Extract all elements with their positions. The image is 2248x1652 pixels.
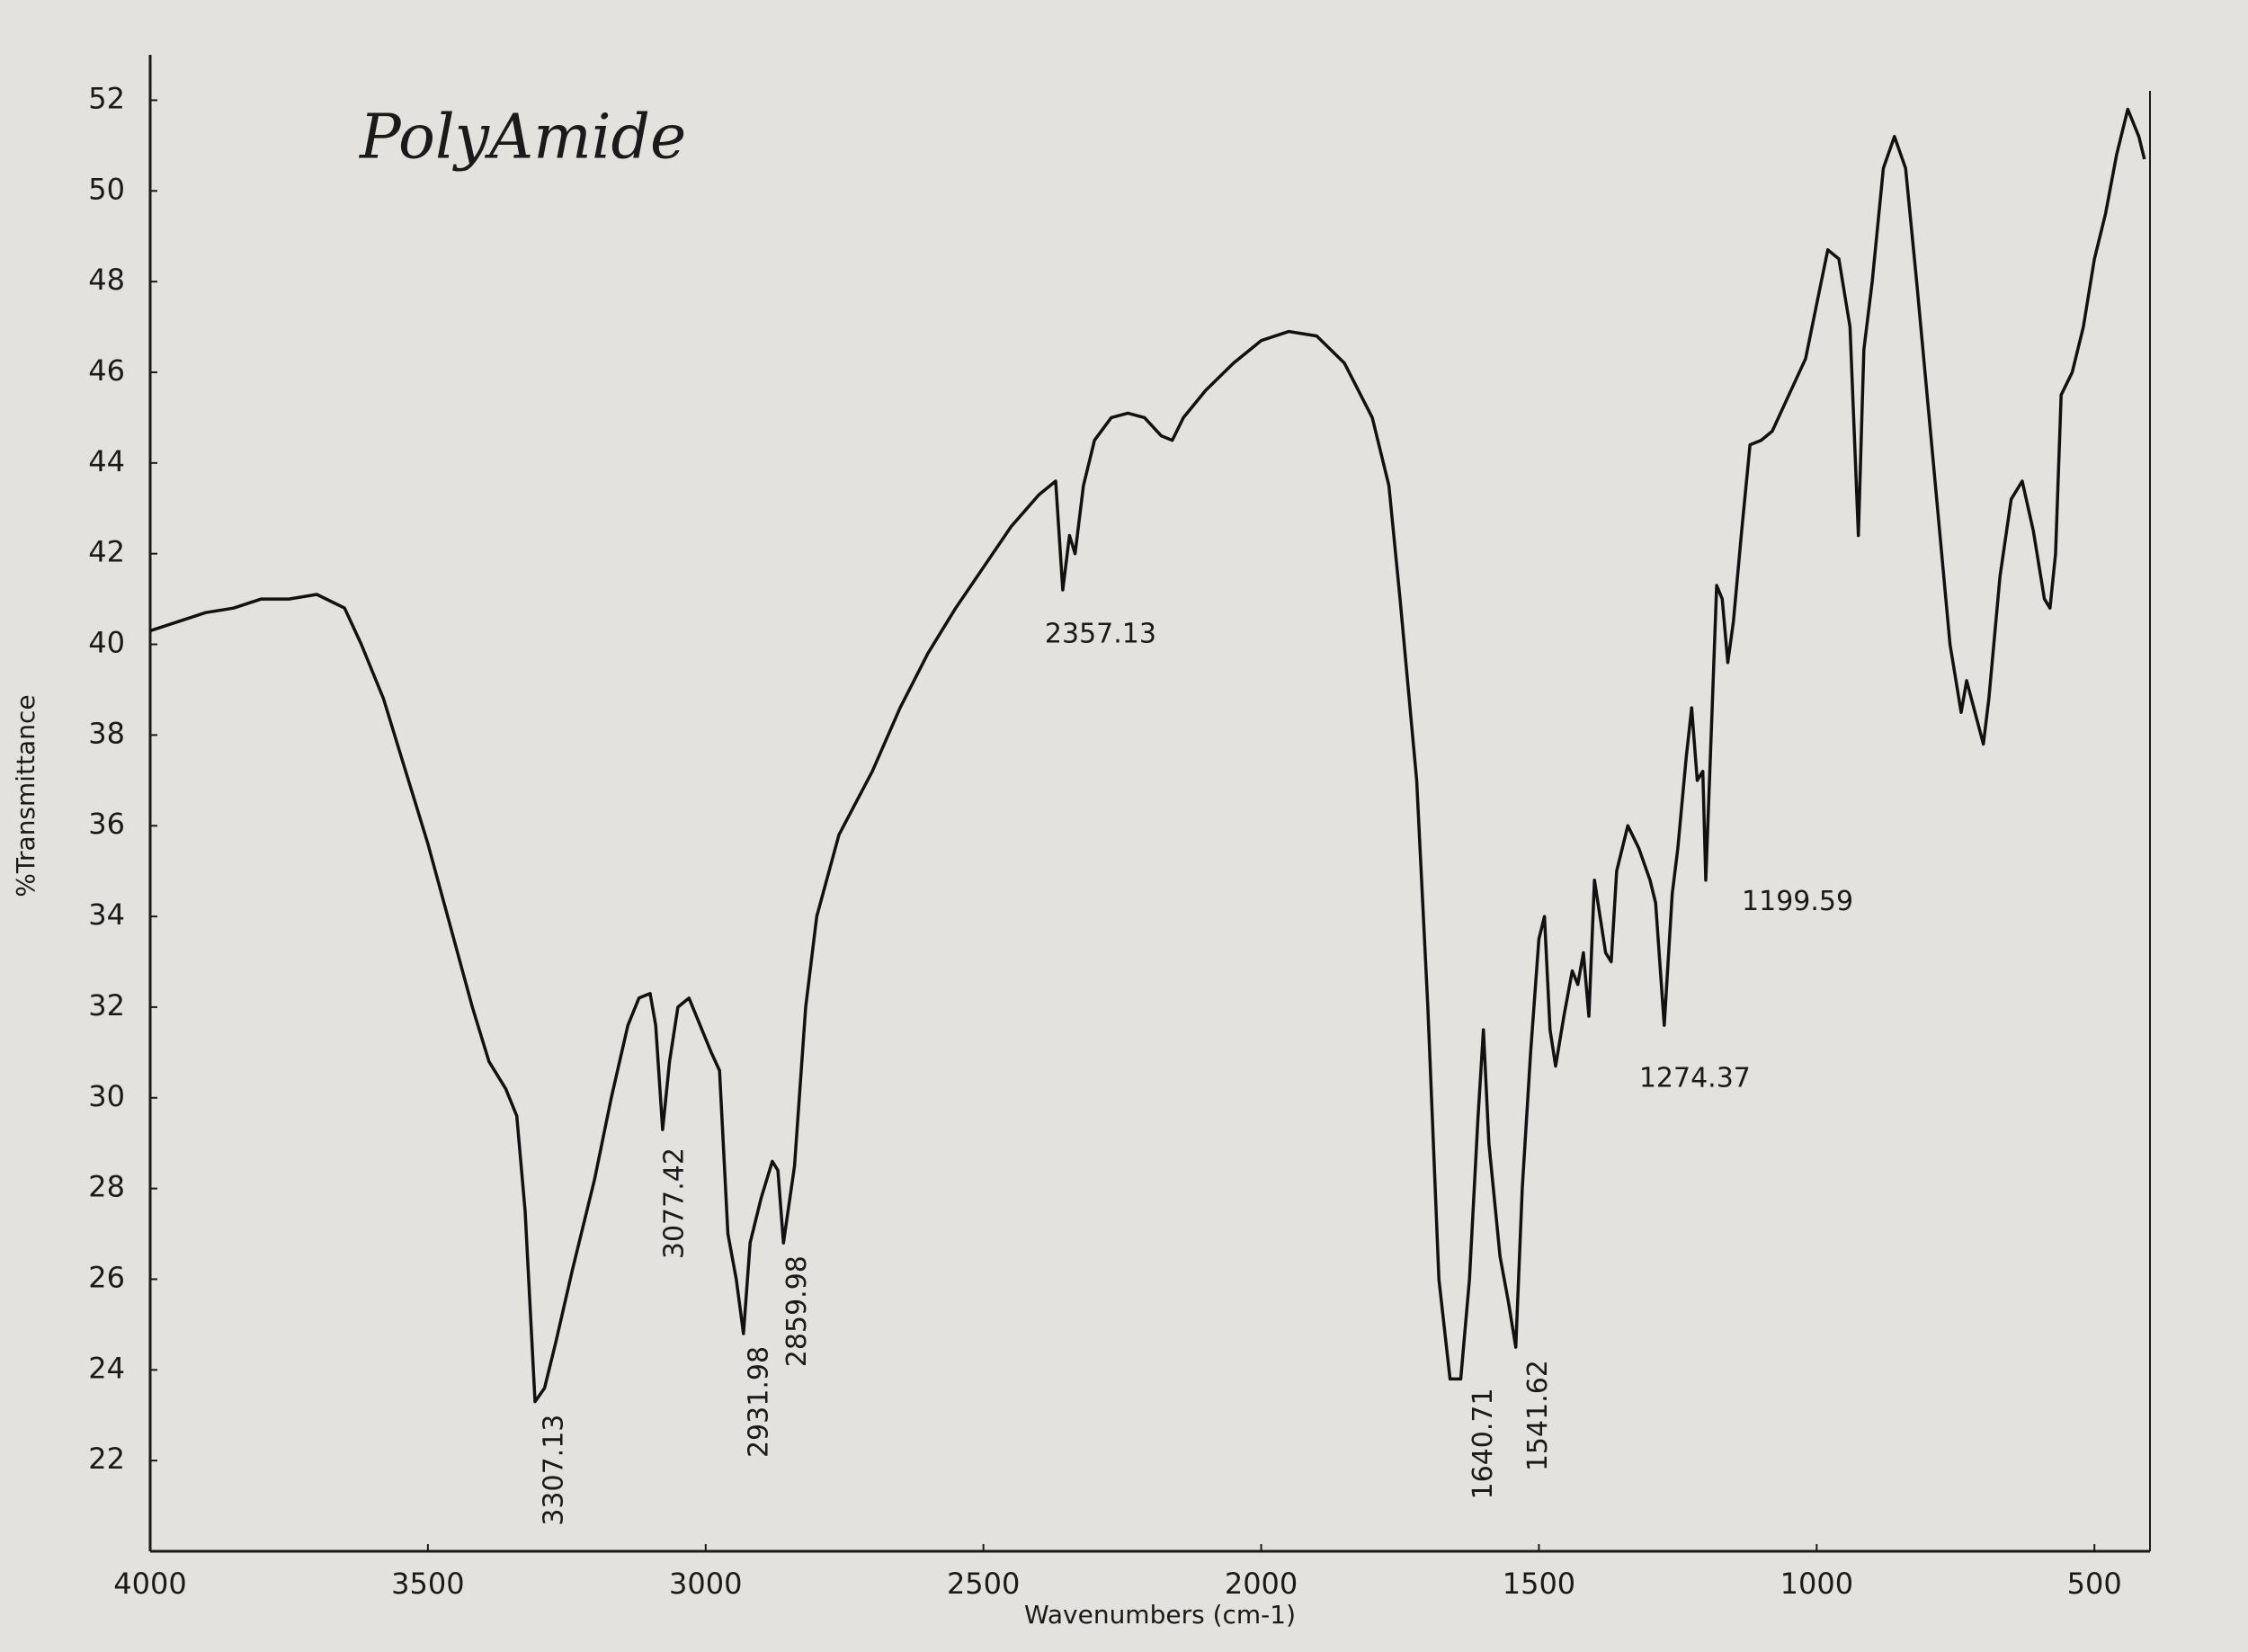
x-tick-label: 1000 [1780, 1567, 1853, 1601]
y-tick-label: 48 [88, 263, 125, 297]
peak-label: 1640.71 [1467, 1388, 1499, 1499]
x-tick-label: 3500 [391, 1567, 464, 1601]
x-tick-label: 4000 [113, 1567, 186, 1601]
y-tick-label: 26 [88, 1260, 125, 1294]
x-axis-label: Wavenumbers (cm-1) [1024, 1600, 1296, 1630]
x-tick-label: 3000 [669, 1567, 742, 1601]
peak-label: 2859.98 [781, 1255, 813, 1367]
y-tick-label: 50 [88, 172, 125, 206]
peak-label: 1274.37 [1639, 1063, 1751, 1094]
y-tick-label: 22 [88, 1442, 125, 1476]
x-tick-label: 2500 [947, 1567, 1020, 1601]
y-tick-label: 24 [88, 1351, 125, 1385]
peak-label: 3307.13 [539, 1415, 570, 1526]
spectrum-line [149, 107, 2146, 1404]
y-tick-label: 42 [88, 535, 125, 569]
y-tick-label: 36 [88, 807, 125, 841]
peak-label: 1199.59 [1742, 886, 1853, 917]
peak-label: 1541.62 [1522, 1360, 1554, 1471]
y-tick-label: 32 [88, 988, 125, 1022]
x-tick-label: 500 [2067, 1567, 2122, 1601]
peak-label: 2931.98 [743, 1346, 774, 1458]
chart-title: PolyAmide [358, 103, 686, 174]
y-axis-label: %Transmittance [11, 694, 40, 897]
peak-label: 3077.42 [658, 1147, 690, 1259]
x-tick-label: 1500 [1503, 1567, 1575, 1601]
y-tick-label: 40 [88, 626, 125, 660]
y-tick-label: 46 [88, 353, 125, 388]
x-tick-label: 2000 [1225, 1567, 1298, 1601]
y-tick-label: 38 [88, 716, 125, 750]
y-tick-label: 44 [88, 444, 125, 478]
y-tick-label: 52 [88, 81, 125, 115]
y-tick-label: 34 [88, 897, 125, 932]
peak-label: 2357.13 [1045, 619, 1156, 650]
y-tick-label: 30 [88, 1079, 125, 1113]
y-tick-label: 28 [88, 1170, 125, 1204]
